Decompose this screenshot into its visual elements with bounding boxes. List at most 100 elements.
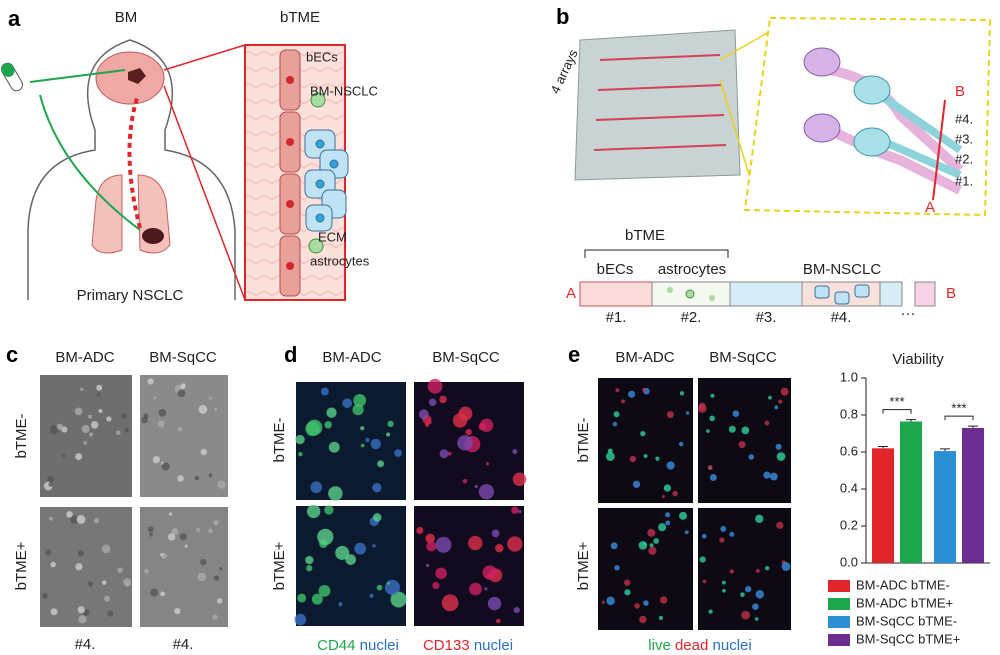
cell xyxy=(640,430,646,437)
cell xyxy=(740,592,745,597)
cell xyxy=(705,429,710,433)
y-tick-label: 0.6 xyxy=(840,443,858,458)
cell xyxy=(324,505,334,515)
zoom-line xyxy=(163,85,246,301)
cell xyxy=(648,546,657,555)
cell xyxy=(776,521,784,529)
cell xyxy=(338,602,343,607)
cell xyxy=(441,594,459,612)
cell xyxy=(425,533,435,544)
cell xyxy=(124,427,129,433)
cell xyxy=(194,475,200,481)
label: bECs xyxy=(597,261,634,278)
cell xyxy=(655,456,660,461)
row-label: bTME+ xyxy=(575,541,592,590)
cell xyxy=(198,405,208,414)
cell xyxy=(710,393,715,398)
cell xyxy=(297,593,307,603)
cell xyxy=(353,394,367,407)
cell xyxy=(741,426,750,435)
cell xyxy=(763,471,771,479)
stain-legend: live dead nuclei xyxy=(648,637,751,654)
cell xyxy=(709,474,717,482)
cell xyxy=(328,441,340,453)
cell xyxy=(49,425,59,435)
cell xyxy=(512,472,527,487)
label: #3. xyxy=(955,131,973,146)
label: #3. xyxy=(756,309,777,326)
label: BM-NSCLC xyxy=(310,83,378,98)
cell xyxy=(628,390,636,398)
cell xyxy=(426,541,437,552)
row-label: bTME- xyxy=(575,417,592,462)
cell xyxy=(418,409,429,420)
cell xyxy=(721,580,726,585)
cell xyxy=(83,441,88,445)
cell xyxy=(647,528,656,537)
cell xyxy=(306,565,313,572)
cell xyxy=(369,593,374,598)
cell xyxy=(384,579,400,595)
cell xyxy=(752,603,759,611)
cell xyxy=(66,511,73,518)
cell xyxy=(643,600,649,606)
cell xyxy=(639,615,647,624)
cell xyxy=(116,430,121,435)
label: A xyxy=(566,285,576,302)
cell xyxy=(478,484,495,500)
bar xyxy=(934,451,956,563)
cell xyxy=(764,420,770,426)
cell xyxy=(479,418,494,432)
cell xyxy=(377,460,385,468)
cell xyxy=(75,563,83,571)
cell xyxy=(177,426,183,432)
cell xyxy=(458,406,473,421)
cell xyxy=(123,578,132,587)
cell xyxy=(511,506,519,514)
legend-swatch xyxy=(828,616,850,628)
cell xyxy=(214,407,218,411)
cell xyxy=(180,383,186,389)
label: #2. xyxy=(681,309,702,326)
cell xyxy=(386,432,391,437)
label: bECs xyxy=(306,49,338,64)
cell xyxy=(167,533,176,541)
cell xyxy=(370,438,381,450)
cell xyxy=(87,581,94,587)
column-label: BM-ADC xyxy=(322,349,381,366)
cell xyxy=(376,584,383,591)
cell xyxy=(387,581,391,585)
cell xyxy=(208,396,213,400)
cell xyxy=(93,517,100,524)
stain: CD133 xyxy=(423,637,470,654)
cell xyxy=(435,536,452,553)
cell xyxy=(390,591,407,608)
significance-bracket xyxy=(944,415,974,421)
zoom-line xyxy=(163,44,246,71)
cell xyxy=(305,555,314,565)
cell xyxy=(697,404,707,413)
panel-label: b xyxy=(556,4,569,29)
annotation: *** xyxy=(889,394,904,409)
cell xyxy=(372,544,376,548)
cell xyxy=(311,593,323,605)
legend-swatch xyxy=(828,598,850,610)
cell xyxy=(141,416,148,424)
stain-legend: CD133 nuclei xyxy=(423,637,513,654)
cell xyxy=(200,448,207,456)
cell xyxy=(775,443,782,450)
cell xyxy=(496,618,501,624)
stain: dead xyxy=(675,637,708,654)
cell xyxy=(605,452,615,461)
cell xyxy=(738,441,746,449)
cell xyxy=(104,595,111,602)
cell xyxy=(80,387,84,391)
bar xyxy=(962,427,984,563)
cell xyxy=(56,423,64,430)
legend-label: BM-ADC bTME+ xyxy=(856,595,953,610)
panel-c: c BM-ADC BM-SqCC bTME- bTME+ #4. #4. xyxy=(6,342,228,653)
cell xyxy=(755,568,760,574)
error-bar xyxy=(968,425,978,428)
cell xyxy=(649,543,654,548)
